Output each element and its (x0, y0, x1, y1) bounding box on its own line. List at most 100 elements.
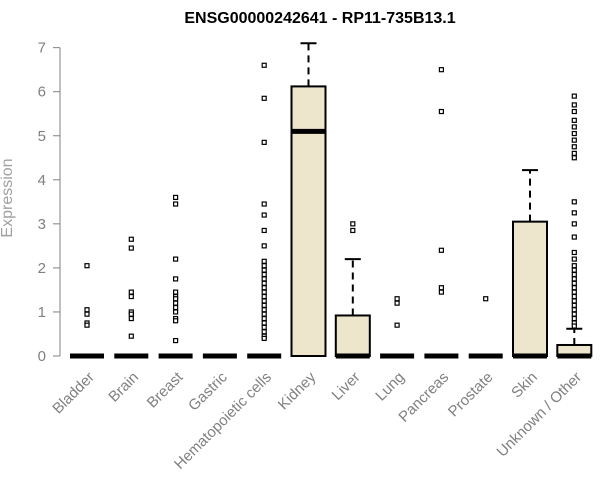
y-tick-label: 4 (38, 172, 46, 189)
outlier-point (571, 117, 577, 123)
outlier-point (173, 201, 179, 207)
box-group (424, 67, 459, 359)
outlier-point (261, 315, 267, 322)
outlier-point (261, 329, 267, 335)
x-tick-label: Breast (144, 368, 187, 411)
boxes-layer (70, 42, 593, 359)
box-group (290, 42, 327, 357)
outlier-point (261, 263, 267, 269)
outlier-point (173, 296, 179, 302)
box-group (468, 296, 503, 359)
outlier-point (438, 108, 444, 115)
x-tick-label: Prostate (445, 369, 497, 421)
box-group (70, 263, 104, 359)
outlier-point (261, 139, 267, 145)
y-tick-label: 0 (38, 348, 46, 365)
x-tick-label: Lung (372, 369, 408, 405)
outlier-point (261, 95, 267, 101)
outlier-point (261, 298, 267, 304)
outlier-point (571, 137, 577, 143)
outlier-point (128, 333, 134, 339)
outlier-point (571, 199, 577, 205)
y-axis: 0 1 2 3 4 5 6 7 (38, 40, 61, 365)
box-group (556, 93, 593, 359)
outlier-point (261, 227, 267, 234)
box-iqr (334, 314, 371, 357)
outlier-point (571, 298, 577, 304)
outlier-point (173, 309, 179, 315)
chart-title: ENSG00000242641 - RP11-735B13.1 (184, 10, 455, 27)
outlier-point (261, 271, 267, 278)
y-tick-label: 6 (38, 84, 46, 101)
outlier-point (128, 289, 134, 295)
x-tick-label: Unknown / Other (494, 369, 586, 461)
outlier-point (571, 311, 577, 317)
box-group (334, 221, 371, 359)
outlier-point (173, 289, 179, 295)
outlier-point (571, 124, 577, 130)
outlier-point (261, 293, 267, 300)
outlier-point (394, 296, 400, 302)
outlier-point (571, 144, 577, 150)
outlier-point (350, 227, 356, 234)
outlier-point (571, 302, 577, 308)
outlier-point (261, 280, 267, 286)
outlier-point (261, 324, 267, 330)
outlier-point (261, 62, 267, 68)
outlier-point (571, 108, 577, 115)
outlier-point (128, 245, 134, 251)
x-tick-label: Skin (508, 369, 541, 402)
x-tick-label: Kidney (275, 368, 320, 413)
box-iqr (512, 220, 548, 357)
outlier-point (173, 194, 179, 201)
outlier-point (261, 243, 267, 249)
outlier-point (438, 247, 444, 253)
outlier-point (261, 267, 267, 273)
outlier-point (173, 300, 179, 306)
outlier-point (84, 307, 90, 313)
outlier-point (394, 300, 400, 306)
outlier-point (571, 150, 577, 156)
outlier-point (438, 285, 444, 291)
outlier-point (261, 311, 267, 317)
outlier-point (571, 315, 577, 322)
outlier-point (571, 307, 577, 313)
box-iqr (290, 85, 327, 357)
outlier-point (571, 271, 577, 278)
outlier-point (394, 322, 400, 328)
outlier-point (173, 318, 179, 324)
y-tick-label: 5 (38, 128, 46, 145)
outlier-point (128, 311, 134, 317)
box-group (512, 169, 548, 359)
outlier-point (571, 289, 577, 295)
y-tick-label: 7 (38, 40, 46, 57)
outlier-point (571, 276, 577, 282)
outlier-point (261, 307, 267, 313)
outlier-point (261, 258, 267, 264)
outlier-point (84, 311, 90, 317)
outlier-point (128, 293, 134, 300)
y-tick-label: 2 (38, 260, 46, 277)
outlier-point (571, 285, 577, 291)
outlier-point (173, 304, 179, 311)
outlier-point (571, 267, 577, 273)
y-tick-label: 1 (38, 304, 46, 321)
x-tick-label: Liver (329, 369, 364, 404)
outlier-point (261, 335, 267, 341)
outlier-point (84, 263, 90, 269)
box-group (158, 194, 193, 359)
outlier-point (571, 210, 577, 216)
outlier-point (438, 289, 444, 295)
outlier-point (571, 263, 577, 269)
outlier-point (571, 93, 577, 99)
outlier-point (350, 221, 356, 227)
outlier-point (571, 130, 577, 137)
outlier-point (128, 236, 134, 242)
outlier-point (483, 296, 489, 302)
outlier-point (173, 276, 179, 282)
outlier-point (261, 201, 267, 207)
outlier-point (571, 256, 577, 262)
outlier-point (261, 276, 267, 282)
outlier-point (261, 302, 267, 308)
